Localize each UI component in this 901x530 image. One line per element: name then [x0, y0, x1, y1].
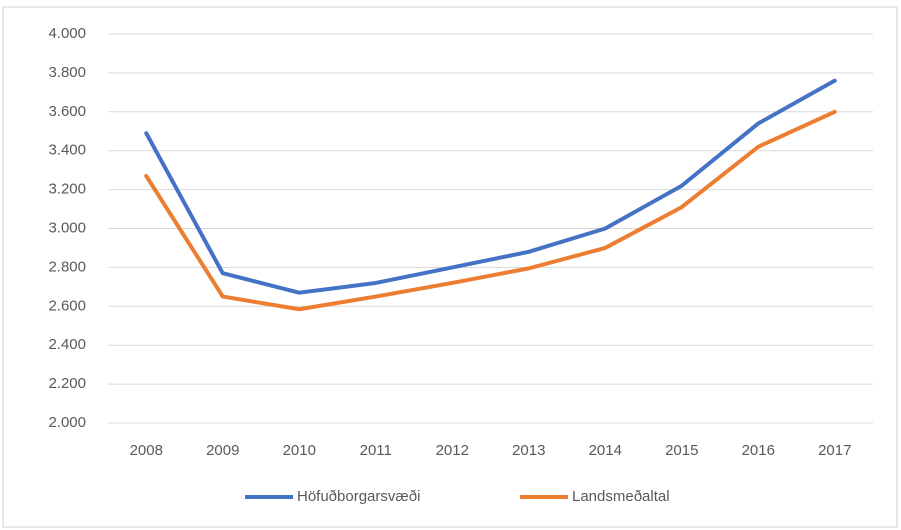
x-tick-label: 2011	[360, 442, 392, 459]
y-tick-label: 3.200	[48, 181, 86, 198]
x-tick-label: 2015	[665, 442, 698, 459]
y-tick-label: 2.600	[48, 297, 86, 314]
y-tick-label: 2.800	[48, 258, 86, 275]
y-tick-label: 3.000	[48, 219, 86, 236]
x-tick-label: 2014	[589, 442, 622, 459]
y-tick-label: 2.400	[48, 336, 86, 353]
y-tick-label: 4.000	[48, 25, 86, 42]
legend-label: Höfuðborgarsvæði	[297, 488, 420, 505]
series-line	[144, 109, 837, 312]
x-tick-label: 2009	[206, 442, 239, 459]
legend-label: Landsmeðaltal	[572, 488, 670, 505]
y-tick-label: 2.000	[48, 414, 86, 431]
x-tick-label: 2012	[436, 442, 469, 459]
x-tick-label: 2017	[818, 442, 851, 459]
y-tick-label: 3.800	[48, 64, 86, 81]
x-tick-label: 2008	[130, 442, 163, 459]
x-tick-label: 2010	[283, 442, 316, 459]
series-line	[144, 78, 837, 295]
x-tick-label: 2016	[742, 442, 775, 459]
y-tick-label: 3.600	[48, 103, 86, 120]
y-tick-label: 2.200	[48, 375, 86, 392]
y-tick-label: 3.400	[48, 142, 86, 159]
x-tick-label: 2013	[512, 442, 545, 459]
